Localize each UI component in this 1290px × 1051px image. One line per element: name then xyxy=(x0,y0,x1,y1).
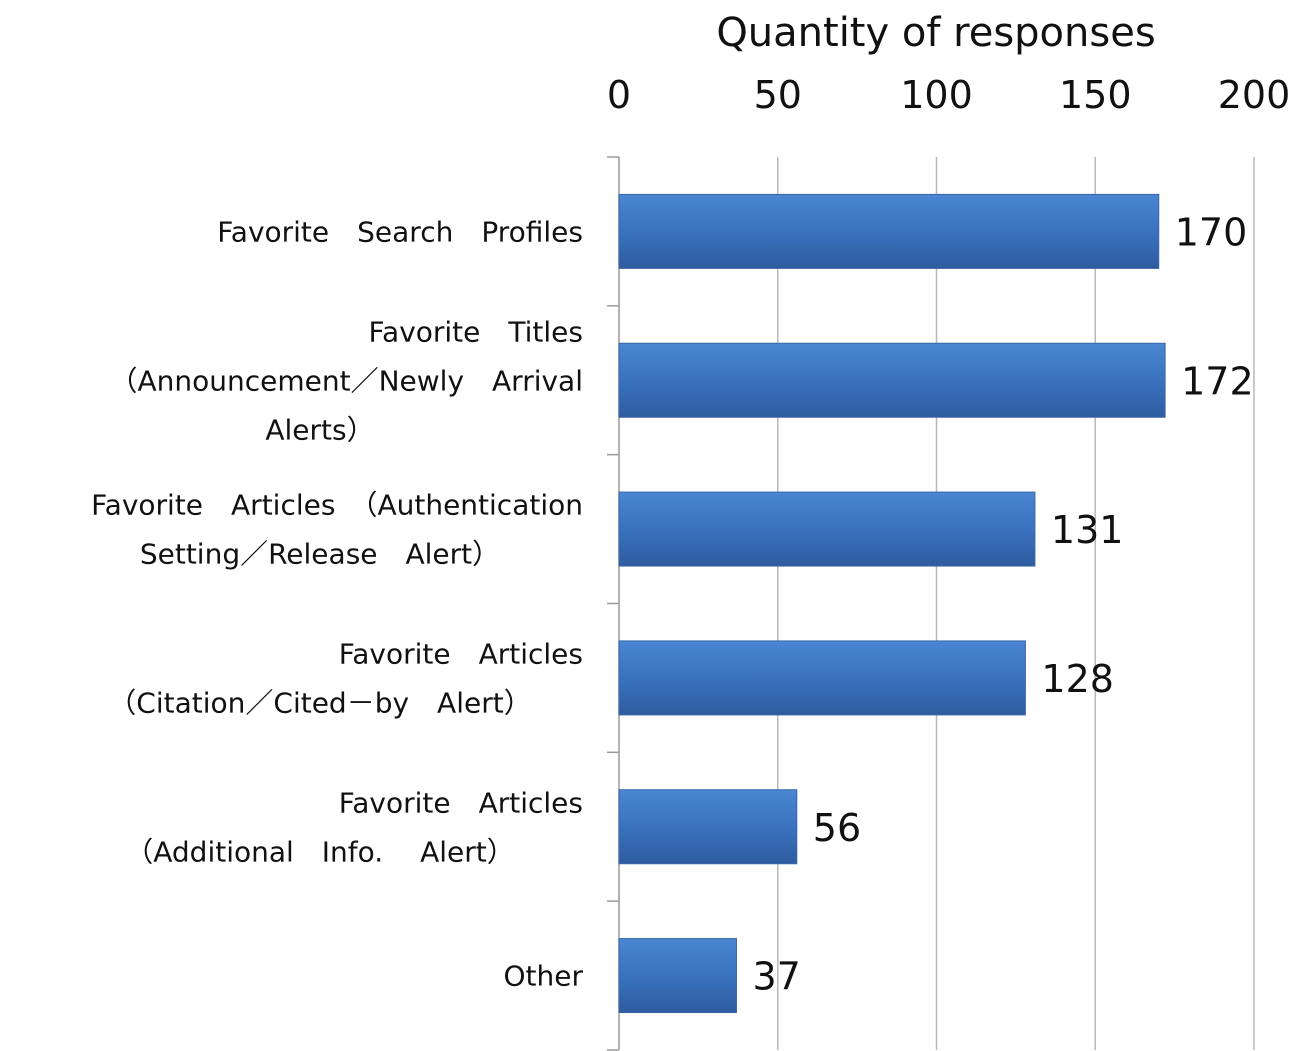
category-label: Favorite Articles xyxy=(339,786,583,819)
data-label: 172 xyxy=(1181,359,1254,403)
bar xyxy=(618,193,1160,269)
category-label: （Announcement／Newly Arrival xyxy=(109,364,583,397)
category-label: Favorite Titles xyxy=(369,315,584,348)
category-label: Other xyxy=(503,960,583,993)
x-tick-label: 150 xyxy=(1059,73,1132,117)
x-tick-label: 50 xyxy=(754,73,802,117)
data-label: 170 xyxy=(1175,210,1248,254)
category-label: （Additional Info. Alert） xyxy=(125,835,515,868)
category-label: （Citation／Cited－by Alert） xyxy=(108,686,531,719)
x-tick-label: 200 xyxy=(1218,73,1290,117)
x-axis-title: Quantity of responses xyxy=(716,10,1155,56)
bar xyxy=(618,789,798,865)
data-label: 56 xyxy=(813,806,861,850)
x-tick-label: 0 xyxy=(607,73,631,117)
category-label: Setting／Release Alert） xyxy=(140,538,500,571)
bar xyxy=(618,491,1036,567)
category-label: Alerts） xyxy=(265,413,374,446)
category-label: Favorite Articles xyxy=(339,637,583,670)
bar xyxy=(618,342,1166,418)
category-label: Favorite Articles （Authentication xyxy=(91,489,583,522)
data-label: 128 xyxy=(1041,657,1114,701)
bar xyxy=(618,640,1026,716)
x-tick-label: 100 xyxy=(900,73,973,117)
data-label: 131 xyxy=(1051,508,1124,552)
data-label: 37 xyxy=(752,955,800,999)
category-label: Favorite Search Profiles xyxy=(217,215,583,248)
bar xyxy=(618,938,737,1014)
